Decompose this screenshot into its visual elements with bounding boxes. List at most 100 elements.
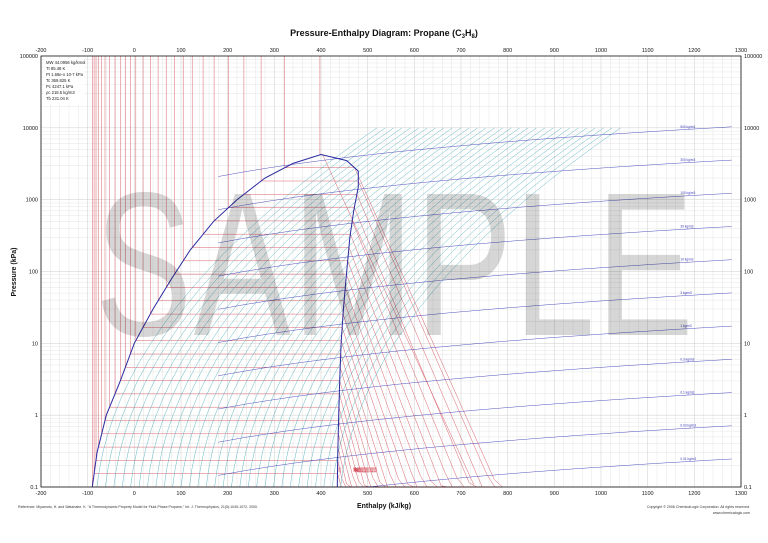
isochore-line — [218, 425, 732, 476]
isentrope-line — [164, 127, 445, 488]
isotherm-label: 320 — [370, 467, 374, 473]
x-tick-label-bottom: 900 — [550, 491, 559, 497]
prop-mw: MW 44.0956 kg/kmol — [46, 60, 85, 65]
isotherm-label: -100 — [353, 467, 357, 474]
isochore-line — [218, 325, 732, 377]
isotherm-line — [228, 56, 492, 488]
isentrope-line — [189, 127, 470, 488]
isochore-label: 500 kg/m3 — [680, 125, 695, 129]
isentrope-line — [155, 127, 436, 488]
x-tick-label-top: 400 — [316, 48, 325, 54]
x-tick-label-bottom: 300 — [270, 491, 279, 497]
isochore-label: 1 kg/m3 — [680, 324, 692, 328]
reference-text: Reference: Miyamoto, H. and Watanabe, K.… — [18, 505, 258, 509]
isotherm-label: 20 — [355, 468, 359, 472]
x-tick-label-top: 0 — [133, 48, 136, 54]
isentrope-line — [113, 127, 394, 488]
x-tick-label-top: -100 — [82, 48, 93, 54]
isochore-label: 100 kg/m3 — [680, 191, 695, 195]
isotherm-label: 160 — [359, 467, 363, 473]
prop-tc: Tc 369.825 K — [46, 78, 71, 83]
x-tick-label-top: 800 — [503, 48, 512, 54]
tick-layer: -200-200-100-100001001002002003003004004… — [20, 48, 763, 497]
isentrope-line — [248, 127, 529, 488]
property-box-bg — [44, 59, 84, 105]
isentrope-line — [340, 127, 621, 488]
isentrope-line — [256, 127, 537, 488]
isotherm-line — [284, 56, 503, 488]
isotherm-label: 240 — [363, 467, 367, 473]
x-tick-label-top: 1300 — [735, 48, 747, 54]
isochore-label: 0.03 kg/m3 — [680, 424, 696, 428]
isochore-label: 10 kg/m3 — [680, 258, 693, 262]
y-tick-label-left: 1000 — [26, 198, 38, 204]
x-tick-label-bottom: 800 — [503, 491, 512, 497]
isentrope-line — [180, 127, 462, 488]
isotherm-label: 300 — [368, 467, 372, 473]
isentrope-line — [96, 127, 378, 488]
x-tick-label-top: 500 — [363, 48, 372, 54]
isentrope-line — [147, 127, 428, 488]
isentrope-line — [264, 127, 546, 488]
isotherm-label: 60 — [355, 468, 359, 472]
isentrope-line — [323, 127, 604, 488]
isochore-label: 0.3 kg/m3 — [680, 357, 694, 361]
isentrope-line — [332, 127, 613, 488]
isentrope-line — [273, 127, 554, 488]
x-tick-label-bottom: 0 — [133, 491, 136, 497]
isentrope-line — [105, 127, 386, 488]
x-tick-label-bottom: 600 — [410, 491, 419, 497]
x-tick-label-bottom: -200 — [35, 491, 46, 497]
isochore-label: 3 kg/m3 — [680, 291, 692, 295]
x-tick-label-top: 100 — [176, 48, 185, 54]
isentrope-line — [206, 127, 487, 488]
prop-tt: Tt 85.48 K — [46, 66, 66, 71]
isotherm-label: 40 — [355, 468, 359, 472]
isentrope-line — [231, 127, 512, 488]
prop-tb: Tb 231.04 K — [46, 96, 69, 101]
isochore-line — [218, 359, 732, 410]
y-tick-label-right: 10 — [744, 341, 750, 347]
isentrope-line — [298, 127, 579, 488]
isotherm-label: 120 — [357, 467, 361, 473]
isotherm-label: 80 — [356, 468, 360, 472]
isentrope-line — [281, 127, 562, 488]
prop-pt: Pt 1.68e-x 10-7 kPa — [46, 72, 84, 77]
x-tick-label-bottom: 1100 — [642, 491, 654, 497]
isochore-line — [218, 392, 732, 443]
y-tick-label-left: 100 — [29, 270, 38, 276]
isochore-label: 0.01 kg/m3 — [680, 457, 696, 461]
y-tick-label-right: 10000 — [744, 126, 759, 132]
plot-frame — [40, 55, 742, 488]
property-box: MW 44.0956 kg/kmol Tt 85.48 K Pt 1.68e-x… — [44, 59, 85, 105]
isentrope-line — [138, 127, 420, 488]
x-tick-label-bottom: 1300 — [735, 491, 747, 497]
isotherm-label: 260 — [365, 467, 369, 473]
isentrope-line — [222, 127, 504, 488]
isochore-line — [218, 193, 732, 244]
isentrope-line — [197, 127, 478, 488]
x-tick-label-top: 1000 — [595, 48, 607, 54]
isotherm-line — [213, 56, 487, 488]
isotherm-label: 360 — [374, 467, 378, 473]
isotherm-label: -20 — [354, 467, 358, 472]
isentrope-line — [130, 127, 411, 488]
x-tick-label-bottom: 100 — [176, 491, 185, 497]
isotherm-line — [319, 56, 474, 485]
y-tick-label-left: 100000 — [20, 54, 38, 60]
x-tick-label-bottom: 200 — [223, 491, 232, 497]
x-tick-label-top: 1100 — [642, 48, 654, 54]
x-tick-label-bottom: 1000 — [595, 491, 607, 497]
y-tick-label-left: 1 — [35, 413, 38, 419]
x-tick-label-bottom: 400 — [316, 491, 325, 497]
isotherm-label: -80 — [353, 467, 357, 472]
isentrope-line — [315, 127, 596, 488]
isotherm-line — [243, 56, 498, 488]
x-tick-label-top: 1200 — [688, 48, 700, 54]
isochore-label: 30 kg/m3 — [680, 224, 693, 228]
sample-watermark: SAMPLE — [95, 150, 695, 379]
saturation-dome — [91, 153, 359, 488]
isentrope-line — [214, 127, 495, 488]
isotherm-label: 340 — [373, 467, 377, 473]
